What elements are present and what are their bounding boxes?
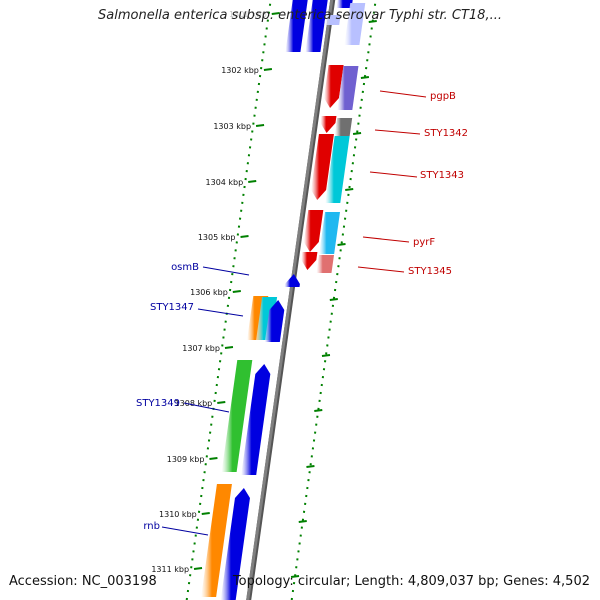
gene-arrow [320,116,337,133]
gene-arrow [323,65,344,108]
gene-arrow [311,134,334,200]
tick-label: 1310 kbp [159,510,197,519]
accession-label: Accession: NC_003198 [9,574,157,589]
major-tick-inner [306,465,315,468]
gene-arrow [241,364,271,475]
gene-label-pointer [379,90,427,98]
tick-label: 1304 kbp [206,178,244,187]
tick-label: 1302 kbp [221,66,259,75]
tick-label: 1305 kbp [198,233,236,242]
major-tick [201,512,210,515]
tick-label: 1307 kbp [182,344,220,353]
major-tick [263,68,273,71]
major-tick-inner [345,188,354,191]
gene-arrow [324,15,341,25]
gene-label-pointer [362,236,410,243]
topology-label: Topology: circular; Length: 4,809,037 bp… [232,574,590,589]
gene-label-sty1342: STY1342 [424,128,468,139]
gene-label-sty1349: STY1349 [136,398,180,409]
gene-arrow [264,300,285,342]
major-tick [255,124,265,127]
major-tick-inner [360,76,370,79]
gene-arrow [336,0,353,8]
gene-arrow [284,274,300,287]
major-tick-inner [352,132,362,135]
major-tick [217,401,226,404]
tick-label: 1303 kbp [213,122,251,131]
gene-label-pointer [369,171,418,178]
gene-label-sty1345: STY1345 [408,266,452,277]
gene-arrow [285,0,308,52]
tick-label: 1308 kbp [175,399,213,408]
gene-arrow [344,3,366,45]
major-tick-inner [290,575,300,578]
gene-arrow [319,212,341,254]
gene-arrow [201,484,232,597]
gene-label-rnb: rnb [143,521,160,532]
major-tick-inner [321,354,331,357]
gene-label-pointer [202,266,250,276]
major-tick-inner [314,409,323,412]
backbone-line [246,0,334,600]
gene-arrow [334,118,353,136]
major-tick-inner [368,20,377,23]
major-tick [232,290,241,293]
major-tick-inner [298,520,307,523]
major-tick [209,457,218,460]
gene-arrow [325,136,350,203]
tick-label: 1309 kbp [167,455,205,464]
gene-label-sty1347: STY1347 [150,302,194,313]
major-tick [193,567,203,570]
gene-label-pointer [374,129,421,135]
tick-label: 1311 kbp [151,565,189,574]
map-title: Salmonella enterica subsp. enterica sero… [98,8,502,23]
major-tick [224,346,234,349]
tick-label: 1306 kbp [190,288,228,297]
major-tick [248,180,257,183]
gene-label-osmb: osmB [171,262,199,273]
gene-label-pointer [197,308,244,317]
major-tick-inner [337,243,346,246]
gene-arrow [301,252,318,270]
gene-arrow [337,66,359,110]
major-tick-inner [329,298,338,301]
gene-label-pgpb: pgpB [430,91,456,102]
gene-label-pyrf: pyrF [413,237,435,248]
gene-label-pointer [357,266,405,273]
gene-arrow [305,0,328,52]
gene-arrow [303,210,324,252]
gene-label-pointer [183,402,230,413]
gene-arrow [316,255,334,273]
gene-label-pointer [161,526,209,536]
gene-arrow [220,488,250,600]
gene-label-sty1343: STY1343 [420,170,464,181]
major-tick [240,235,249,238]
major-tick [271,12,280,15]
tick-label: 1301 kbp [229,10,267,19]
gene-arrow [221,360,253,472]
